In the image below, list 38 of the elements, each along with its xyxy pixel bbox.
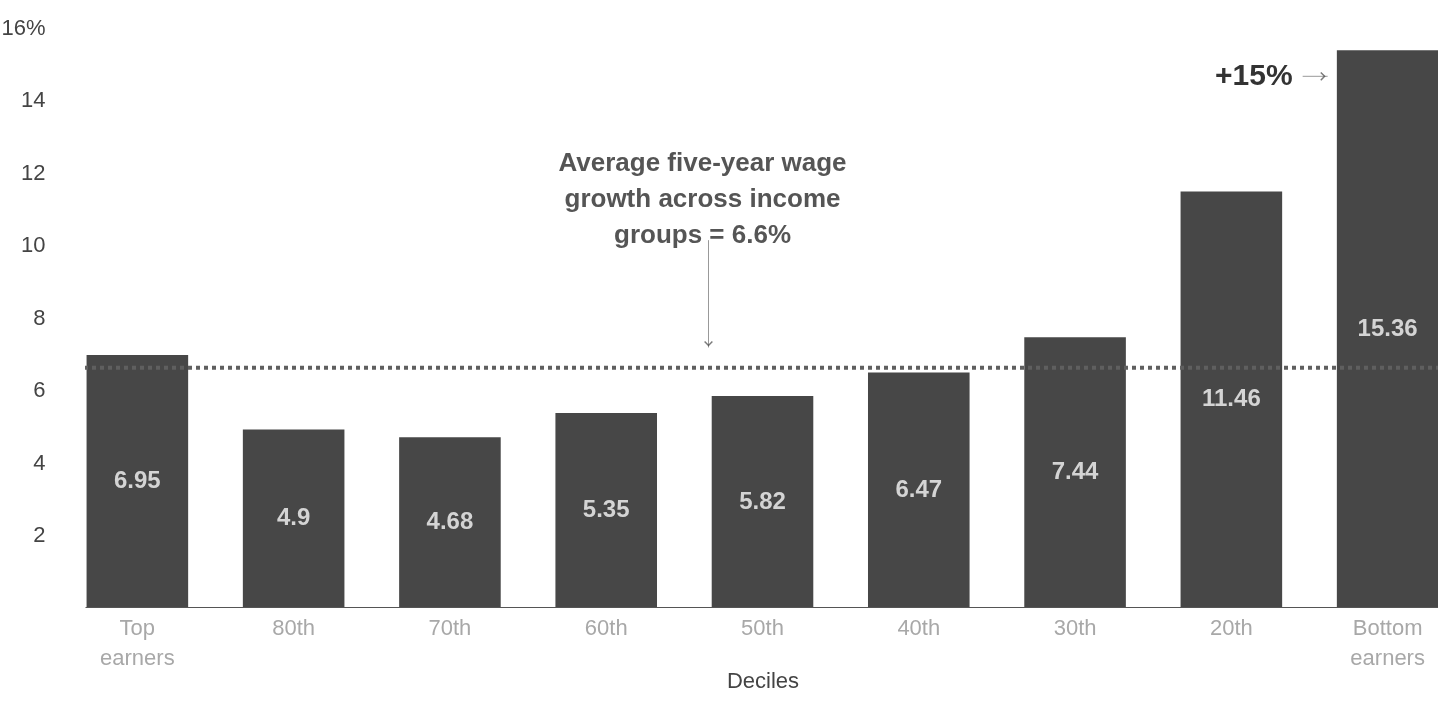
data-label: 15.36 — [1357, 313, 1418, 341]
y-tick-label: 10 — [21, 232, 46, 257]
x-tick-label: 30th — [1053, 614, 1097, 640]
bar — [399, 437, 501, 607]
y-tick-label: 6 — [33, 377, 46, 402]
x-tick-label: Bottom earners — [1350, 614, 1425, 670]
y-tick-label: 2 — [33, 522, 46, 547]
bar — [86, 355, 189, 607]
x-tick-label: 50th — [741, 614, 784, 640]
data-label: 11.46 — [1201, 384, 1261, 412]
bar — [867, 372, 970, 607]
bar — [1336, 50, 1438, 607]
y-tick-label: 12 — [21, 159, 46, 185]
data-label: 6.47 — [895, 474, 943, 502]
x-axis-title: Deciles — [726, 667, 800, 693]
y-tick-label: 4 — [33, 449, 46, 475]
bar — [242, 429, 345, 607]
y-tick-label: 8 — [33, 304, 46, 330]
y-tick-label: 16% — [1, 14, 46, 40]
data-label: 5.82 — [739, 486, 786, 514]
x-tick-label: 60th — [584, 614, 628, 640]
x-tick-label: 20th — [1209, 614, 1253, 640]
x-tick-label: 40th — [897, 614, 941, 640]
bar — [555, 413, 658, 607]
data-label: 4.68 — [426, 507, 474, 535]
bar — [711, 396, 814, 607]
data-label: 6.95 — [114, 466, 161, 494]
data-label: 5.35 — [582, 495, 630, 523]
bar — [1180, 191, 1283, 607]
x-tick-label: 70th — [428, 614, 472, 640]
y-tick-label: 14 — [21, 87, 46, 112]
x-tick-label: Top earners — [100, 614, 175, 670]
ref-line-label: Average five-year wage growth across income groups = 6.6% — [558, 147, 847, 250]
bar — [1024, 337, 1126, 607]
data-label: 7.44 — [1051, 457, 1100, 485]
data-label: 4.9 — [276, 503, 311, 531]
x-tick-label: 80th — [272, 614, 316, 640]
annotation: +15% — [1215, 58, 1293, 92]
